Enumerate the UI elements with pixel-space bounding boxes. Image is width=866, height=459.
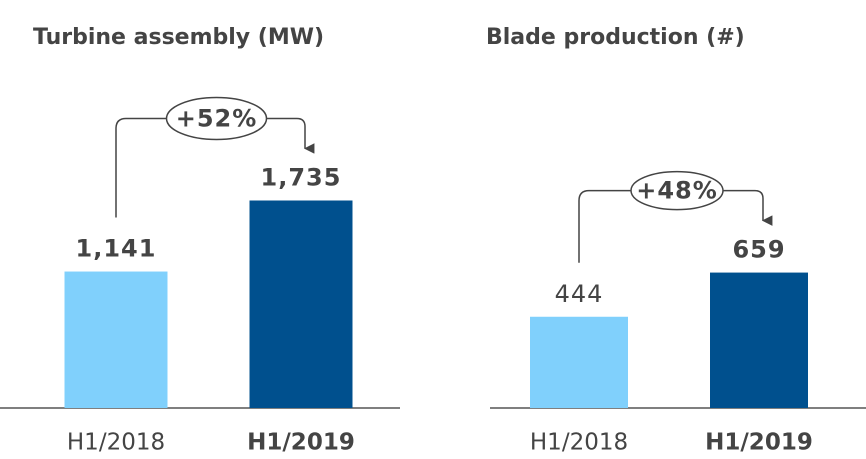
value-label: 444 xyxy=(555,280,604,308)
annotation-bubble xyxy=(630,170,724,211)
category-label: H1/2018 xyxy=(67,430,165,456)
category-label: H1/2019 xyxy=(247,430,355,456)
category-label: H1/2018 xyxy=(530,430,628,456)
bar xyxy=(64,271,168,408)
value-label: 659 xyxy=(732,236,785,264)
chart-title: Turbine assembly (MW) xyxy=(33,25,324,50)
bar xyxy=(710,272,808,408)
category-label: H1/2019 xyxy=(705,430,813,456)
annotation: +52% xyxy=(176,104,258,132)
bar xyxy=(530,316,628,408)
annotation: +48% xyxy=(636,177,718,205)
value-label: 1,735 xyxy=(261,163,342,191)
bar xyxy=(249,200,353,408)
value-label: 1,141 xyxy=(76,235,157,263)
annotation-bubble xyxy=(165,96,268,141)
chart-title: Blade production (#) xyxy=(486,25,745,50)
